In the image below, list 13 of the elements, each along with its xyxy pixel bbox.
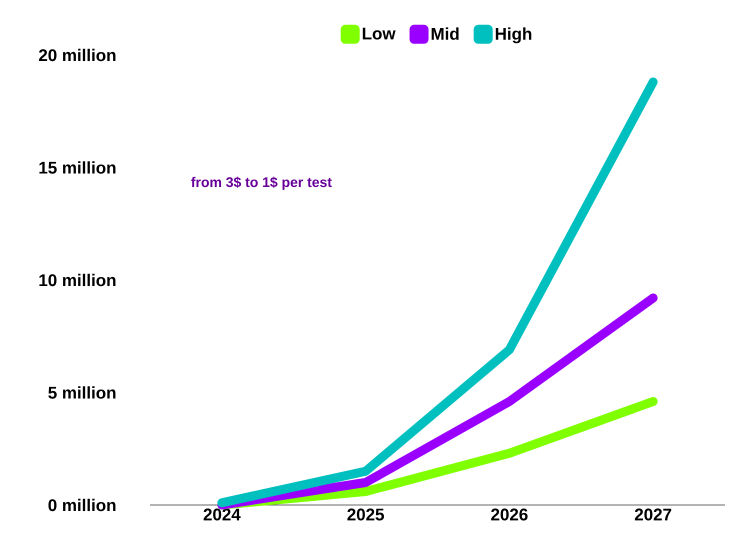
x-tick-label: 2024	[204, 508, 241, 521]
x-tick-label: 2025	[347, 508, 384, 521]
legend-label: Low	[362, 28, 396, 40]
y-tick-label: 10 million	[39, 274, 116, 286]
legend-label: Mid	[432, 27, 459, 40]
x-tick-label: 2026	[491, 508, 528, 521]
x-tick-label: 2027	[634, 508, 672, 521]
y-tick-label: 20 million	[38, 48, 116, 62]
y-tick-label: 15 million	[39, 161, 116, 174]
y-tick-label: 5 million	[48, 386, 116, 399]
legend-label: High	[496, 27, 532, 44]
y-tick-label: 0 million	[48, 498, 116, 512]
annotation: from 3$ to 1$ per test	[191, 176, 332, 190]
